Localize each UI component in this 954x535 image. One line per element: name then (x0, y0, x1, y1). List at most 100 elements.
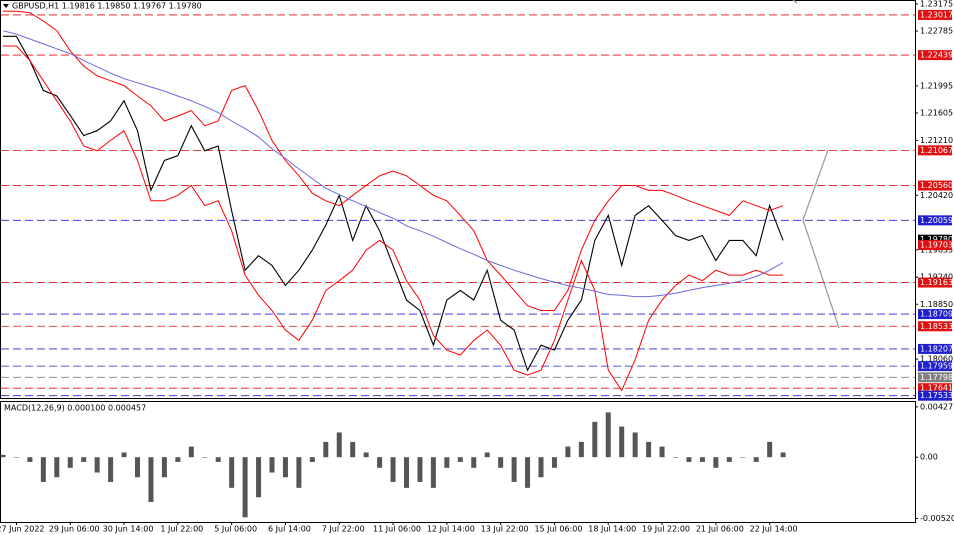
level-label-box (918, 383, 952, 394)
y-tick-label: 0.00427 (920, 402, 953, 411)
x-tick-label: 18 Jul 14:00 (588, 525, 636, 534)
level-label: 1.17533 (920, 391, 953, 400)
macd-bar (27, 457, 33, 462)
macd-bar (323, 441, 329, 458)
price-label-box (918, 240, 952, 251)
x-tick-label: 12 Jul 14:00 (427, 525, 475, 534)
level-label: 1.18709 (920, 310, 953, 319)
macd-bar (726, 457, 732, 462)
macd-bar (578, 441, 584, 458)
level-label: 1.17959 (920, 362, 953, 371)
x-tick-label: 21 Jul 06:00 (696, 525, 744, 534)
level-label-box (918, 309, 952, 320)
macd-bar (673, 457, 678, 458)
level-label-box (918, 343, 952, 354)
x-tick-label: 19 Jul 22:00 (642, 525, 690, 534)
level-label: 1.17798 (920, 373, 953, 382)
level-label-box (918, 145, 952, 156)
x-tick-label: 11 Jul 06:00 (373, 525, 421, 534)
macd-bar (646, 441, 652, 458)
y-tick-label: 0.00 (920, 453, 938, 462)
macd-bar (175, 457, 181, 462)
macd-bar (605, 412, 611, 458)
macd-bar (309, 457, 315, 462)
level-label-box (918, 321, 952, 332)
level-label-box (918, 50, 952, 61)
x-tick-label: 29 Jun 06:00 (49, 525, 100, 534)
macd-bar (13, 457, 19, 458)
x-tick-label: 27 Jun 2022 (0, 525, 45, 534)
macd-bar (161, 457, 167, 478)
macd-bar (686, 457, 692, 462)
price-label-box (918, 234, 952, 245)
level-label: 1.19163 (920, 278, 953, 287)
macd-bar (699, 457, 705, 462)
macd-bar (282, 457, 288, 478)
level-label: 1.18533 (920, 322, 953, 331)
macd-bar (780, 452, 786, 458)
level-label: 1.23017 (920, 10, 953, 19)
series-line (3, 45, 784, 392)
macd-bar (215, 457, 221, 462)
macd-bar (592, 421, 598, 458)
macd-bar (525, 457, 531, 488)
macd-bar (538, 457, 544, 478)
y-tick-label: 1.23175 (920, 0, 953, 8)
level-label: 1.18207 (920, 344, 953, 353)
level-label-box (918, 215, 952, 226)
y-tick-label: 1.20420 (920, 191, 953, 200)
menu-icon[interactable] (3, 4, 9, 8)
price-label: 1.19703 (920, 241, 953, 250)
macd-bar (67, 457, 73, 468)
macd-bar (619, 426, 625, 458)
macd-bar (511, 457, 517, 482)
macd-bar (256, 457, 262, 498)
macd-bar (363, 452, 369, 458)
macd-bar (202, 457, 208, 458)
series-line (3, 10, 784, 311)
macd-bar (632, 432, 638, 458)
macd-bar (148, 457, 154, 502)
macd-bar (350, 441, 356, 458)
macd-bar (269, 457, 275, 473)
macd-bar (484, 452, 490, 458)
series-line (2, 30, 784, 298)
macd-bar (121, 452, 127, 458)
macd-bar (242, 457, 248, 518)
macd-bar (404, 457, 409, 488)
macd-bar (336, 432, 342, 458)
y-tick-label: 1.21605 (920, 108, 953, 117)
macd-bar (457, 457, 463, 462)
x-tick-label: 15 Jul 06:00 (534, 525, 582, 534)
y-tick-label: -0.005201 (920, 514, 954, 523)
y-tick-label: 1.18060 (920, 355, 953, 364)
macd-bar (713, 457, 719, 468)
x-tick-label: 22 Jul 14:00 (750, 525, 798, 534)
x-tick-label: 7 Jul 22:00 (322, 525, 365, 534)
macd-bar (767, 441, 773, 458)
macd-bar (188, 446, 194, 458)
series-line (3, 35, 784, 372)
macd-bar (108, 457, 114, 482)
level-label-box (918, 180, 952, 191)
x-tick-label: 1 Jul 22:00 (160, 525, 203, 534)
macd-bar (94, 457, 100, 473)
level-label: 1.20059 (920, 216, 953, 225)
level-label-box (918, 361, 952, 372)
level-label: 1.22439 (920, 51, 953, 60)
macd-bar (296, 457, 302, 488)
y-tick-label: 1.18850 (920, 300, 953, 309)
level-label-box (918, 277, 952, 288)
macd-bar (498, 457, 504, 468)
macd-pane (0, 401, 916, 523)
level-label-box (918, 9, 952, 20)
macd-bar (40, 457, 46, 482)
macd-bar (229, 457, 235, 488)
level-label-box (918, 372, 952, 383)
x-tick-label: 6 Jul 14:00 (268, 525, 311, 534)
level-label-box (918, 390, 952, 401)
macd-bar (0, 454, 6, 458)
y-tick-label: 1.22785 (920, 27, 953, 36)
